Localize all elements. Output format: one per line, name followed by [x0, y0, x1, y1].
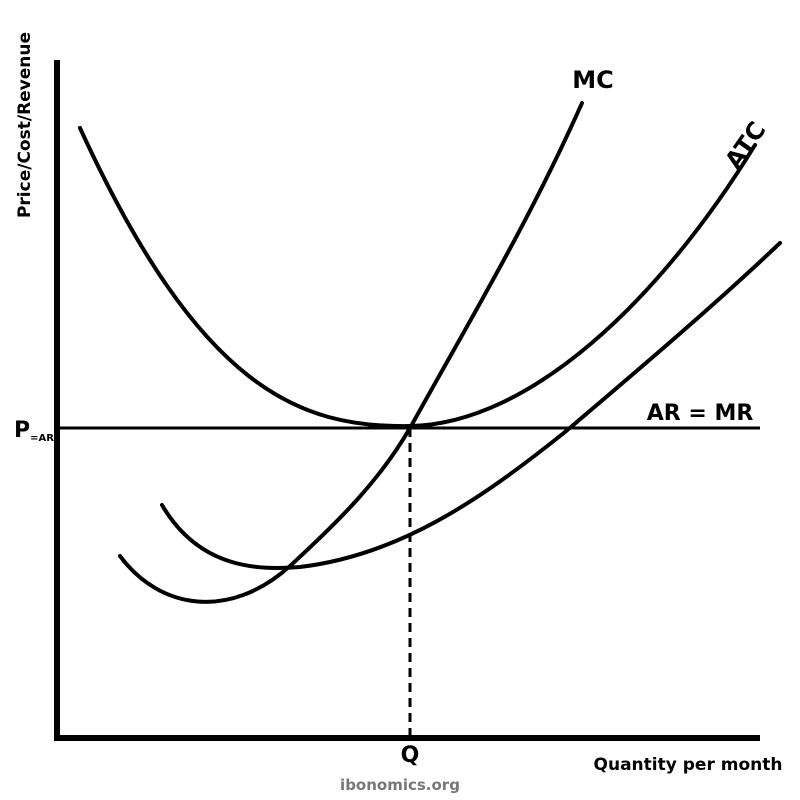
x-axis-label: Quantity per month: [594, 755, 783, 775]
lower-cost-curve: [160, 241, 782, 570]
price-label: P=AR: [14, 418, 54, 444]
watermark: ibonomics.org: [340, 776, 460, 794]
quantity-label: Q: [401, 743, 420, 768]
mc-curve: [118, 101, 584, 604]
mc-label: MC: [572, 66, 614, 94]
price-label-main: P: [14, 418, 30, 443]
y-axis-label: Price/Cost/Revenue: [15, 32, 35, 218]
ar-mr-label: AR = MR: [647, 401, 754, 426]
price-label-subscript: =AR: [30, 433, 54, 444]
